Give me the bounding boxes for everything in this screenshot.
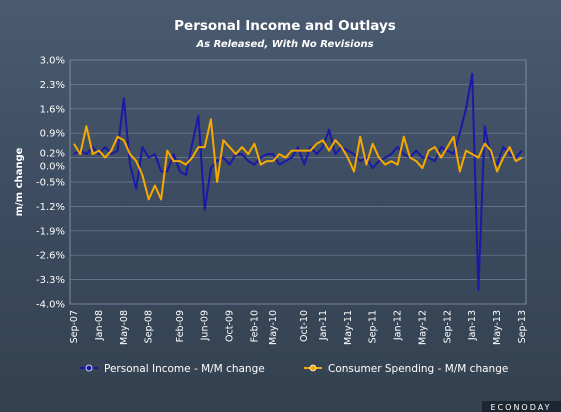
x-tick-label: Sep-07 — [69, 310, 80, 343]
x-tick-label: Oct-10 — [299, 310, 310, 342]
y-tick-label: -1.9% — [36, 226, 65, 237]
y-tick-label: -2.6% — [36, 251, 65, 262]
chart-title: Personal Income and Outlays — [174, 18, 396, 34]
y-tick-label: -1.2% — [36, 202, 65, 213]
x-tick-label: Jan-11 — [318, 310, 329, 341]
series-line-personal-income — [73, 72, 523, 292]
x-tick-label: Sep-08 — [144, 310, 155, 343]
x-axis: Sep-07 Jan-08 May-08 Sep-08 Feb-09 Jun-09 Oct-… — [69, 310, 528, 345]
y-tick-label: -4.0% — [36, 300, 65, 311]
x-tick-label: May-10 — [268, 310, 279, 345]
legend: Personal Income - M/M change Consumer Sp… — [80, 363, 508, 375]
x-tick-label: May-12 — [417, 310, 428, 345]
y-tick-label: 1.6% — [40, 104, 65, 115]
x-tick-label: Sep-12 — [442, 310, 453, 343]
series-line-consumer-spending — [73, 118, 523, 201]
x-tick-label: Jan-12 — [393, 310, 404, 341]
x-tick-label: Jun-09 — [200, 310, 211, 341]
x-tick-label: Sep-13 — [517, 310, 528, 343]
x-tick-label: Jan-13 — [467, 310, 478, 341]
x-tick-label: Feb-10 — [249, 310, 260, 342]
legend-income-marker — [85, 364, 93, 372]
legend-spending-label: Consumer Spending - M/M change — [328, 363, 508, 375]
legend-income-label: Personal Income - M/M change — [104, 363, 265, 375]
y-axis: 3.0% 2.3% 1.6% 0.9% 0.2% 0.0% -0.5% -1.2% -1.9% -… — [36, 56, 65, 311]
x-tick-label: May-13 — [492, 310, 503, 345]
y-tick-label: 0.2% — [40, 149, 65, 160]
gridlines — [70, 59, 526, 305]
y-tick-label: -0.5% — [36, 178, 65, 189]
x-tick-label: May-11 — [343, 310, 354, 345]
y-tick-label: -3.3% — [36, 275, 65, 286]
y-tick-label: 0.9% — [40, 129, 65, 140]
chart-subtitle: As Released, With No Revisions — [195, 39, 373, 50]
x-tick-label: Feb-09 — [175, 310, 186, 342]
y-tick-label: 3.0% — [40, 56, 65, 67]
x-tick-label: Oct-09 — [225, 310, 236, 342]
series-lines — [73, 72, 523, 292]
y-tick-label: 0.0% — [40, 162, 65, 173]
legend-spending-marker — [309, 364, 317, 372]
x-tick-label: Jan-08 — [94, 310, 105, 341]
brand-box — [482, 401, 561, 412]
x-tick-label: Sep-11 — [368, 310, 379, 343]
y-axis-label: m/m change — [14, 147, 25, 216]
x-tick-label: May-08 — [119, 310, 130, 345]
y-tick-label: 2.3% — [40, 80, 65, 91]
brand-logo: ECONODAY — [491, 403, 552, 412]
